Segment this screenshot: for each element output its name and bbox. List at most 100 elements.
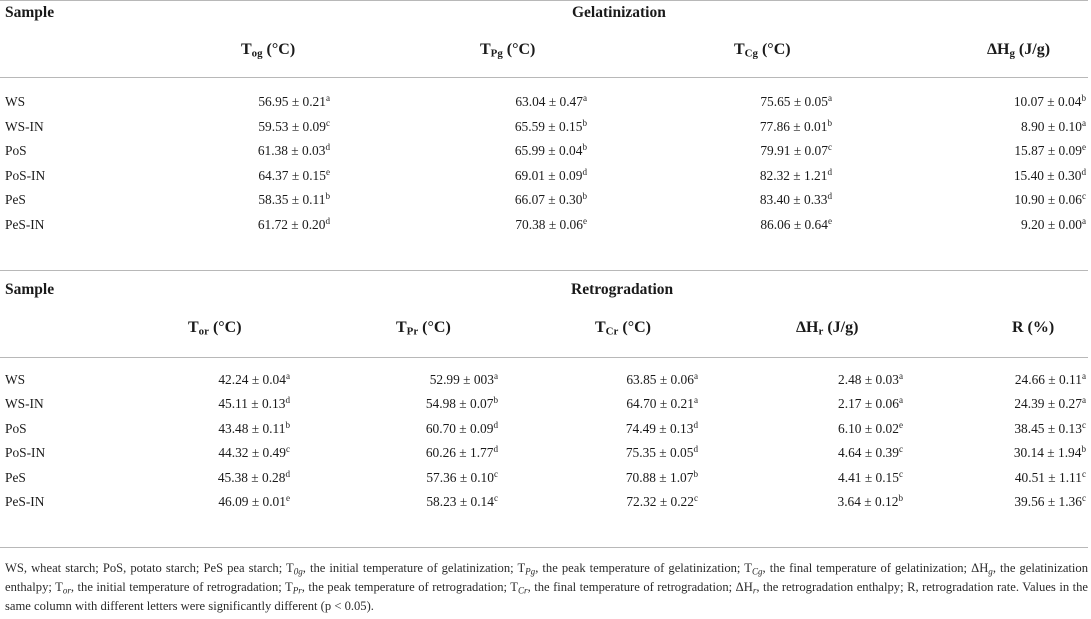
significance-letter: b <box>582 142 587 153</box>
significance-letter: c <box>493 468 498 479</box>
retro-col-header-r: R (%) <box>1012 319 1055 336</box>
value-text: 4.41 ± 0.15 <box>838 469 899 485</box>
significance-letter: b <box>1081 444 1086 455</box>
significance-letter: c <box>1081 468 1086 479</box>
value-text: 65.59 ± 0.15 <box>514 118 583 134</box>
significance-letter: d <box>325 216 330 226</box>
retro-section-title: Retrogradation <box>571 281 674 298</box>
retro-value-cell: 30.14 ± 1.94b <box>1014 445 1086 461</box>
gel-value-cell: 15.87 ± 0.09e <box>1014 143 1086 159</box>
significance-letter: c <box>285 444 290 455</box>
value-text: 70.88 ± 1.07 <box>625 469 694 485</box>
significance-letter: e <box>285 493 290 503</box>
value-text: 60.70 ± 0.09 <box>425 420 494 436</box>
significance-letter: d <box>285 395 290 406</box>
retro-col-header-tor: Tor (°C) <box>188 319 242 338</box>
significance-letter: c <box>493 493 498 503</box>
retro-value-cell: 64.70 ± 0.21a <box>626 396 698 412</box>
gel-value-cell: 59.53 ± 0.09c <box>258 118 330 135</box>
gel-value-cell: 61.38 ± 0.03d <box>258 143 330 159</box>
retro-value-cell: 46.09 ± 0.01e <box>218 493 290 510</box>
significance-letter: d <box>285 468 290 479</box>
significance-letter: c <box>898 468 903 479</box>
value-text: 61.38 ± 0.03 <box>257 143 326 159</box>
gel-value-cell: 65.59 ± 0.15b <box>514 118 587 135</box>
value-text: 44.32 ± 0.49 <box>218 445 286 461</box>
retro-sample-cell: PeS-IN <box>5 494 45 509</box>
value-text: 46.09 ± 0.01 <box>218 494 286 509</box>
significance-letter: b <box>582 191 587 202</box>
gel-sample-cell: WS <box>5 94 26 109</box>
gel-sample-cell: PeS <box>5 192 26 208</box>
gel-value-cell: 56.95 ± 0.21a <box>258 93 330 110</box>
gel-sample-cell: PoS-IN <box>5 167 46 183</box>
significance-letter: d <box>1081 166 1086 177</box>
retro-value-cell: 44.32 ± 0.49c <box>218 445 290 461</box>
value-text: 58.35 ± 0.11 <box>258 192 326 208</box>
value-text: 30.14 ± 1.94 <box>1013 445 1082 461</box>
value-text: 86.06 ± 0.64 <box>760 217 828 232</box>
value-text: 38.45 ± 0.13 <box>1014 420 1082 436</box>
significance-letter: a <box>1081 395 1086 406</box>
value-text: 70.38 ± 0.06 <box>515 217 583 232</box>
gel-value-cell: 86.06 ± 0.64e <box>760 216 832 233</box>
significance-letter: d <box>325 142 330 153</box>
value-text: 56.95 ± 0.21 <box>258 94 326 109</box>
gel-value-cell: 10.07 ± 0.04b <box>1014 93 1086 110</box>
value-text: 60.26 ± 1.77 <box>425 445 494 461</box>
value-text: 58.23 ± 0.14 <box>426 494 494 509</box>
gel-value-cell: 10.90 ± 0.06c <box>1014 192 1086 208</box>
retro-value-cell: 42.24 ± 0.04a <box>218 371 290 388</box>
significance-letter: d <box>582 166 587 177</box>
retro-sample-cell: WS-IN <box>5 396 44 412</box>
value-text: 9.20 ± 0.00 <box>1021 217 1082 232</box>
value-text: 6.10 ± 0.02 <box>838 420 899 436</box>
value-text: 75.35 ± 0.05 <box>625 445 694 461</box>
retro-value-cell: 4.64 ± 0.39c <box>838 445 903 461</box>
significance-letter: d <box>827 191 832 202</box>
value-text: 54.98 ± 0.07 <box>425 396 494 412</box>
value-text: 57.36 ± 0.10 <box>426 469 494 485</box>
value-text: 2.48 ± 0.03 <box>838 372 899 387</box>
retro-col-header-tcr: TCr (°C) <box>595 319 651 338</box>
retro-value-cell: 60.26 ± 1.77d <box>426 445 498 461</box>
retro-value-cell: 2.48 ± 0.03a <box>838 371 903 388</box>
significance-letter: a <box>1081 117 1086 128</box>
value-text: 64.37 ± 0.15 <box>258 167 326 183</box>
retro-value-cell: 39.56 ± 1.36c <box>1014 493 1086 510</box>
retro-sample-cell: PoS <box>5 420 27 436</box>
value-text: 10.90 ± 0.06 <box>1014 192 1082 208</box>
retro-value-cell: 54.98 ± 0.07b <box>426 396 498 412</box>
significance-letter: e <box>827 216 832 226</box>
gel-value-cell: 69.01 ± 0.09d <box>514 166 587 184</box>
significance-letter: a <box>285 371 290 381</box>
retro-value-cell: 57.36 ± 0.10c <box>426 468 498 486</box>
retro-value-cell: 3.64 ± 0.12b <box>838 493 903 510</box>
gel-value-cell: 9.20 ± 0.00a <box>1021 216 1086 233</box>
value-text: 61.72 ± 0.20 <box>257 217 326 232</box>
significance-letter: d <box>493 444 498 455</box>
significance-letter: c <box>827 142 832 153</box>
gel-header-rule <box>0 77 1088 78</box>
significance-letter: b <box>493 395 498 406</box>
gel-value-cell: 63.04 ± 0.47a <box>515 93 587 110</box>
value-text: 77.86 ± 0.01 <box>759 118 828 134</box>
value-text: 43.48 ± 0.11 <box>218 420 286 436</box>
value-text: 69.01 ± 0.09 <box>514 167 583 183</box>
value-text: 63.04 ± 0.47 <box>515 94 583 109</box>
gel-sample-header: Sample <box>5 4 55 21</box>
value-text: 39.56 ± 1.36 <box>1014 494 1082 509</box>
gel-col-header-tog: Tog (°C) <box>241 41 296 60</box>
retro-sample-cell: PeS <box>5 469 26 485</box>
table-top-rule <box>0 0 1088 1</box>
retro-value-cell: 60.70 ± 0.09d <box>425 420 498 437</box>
retro-header-rule <box>0 357 1088 358</box>
significance-letter: a <box>325 93 330 103</box>
retro-value-cell: 43.48 ± 0.11b <box>218 420 290 437</box>
retro-sample-cell: PoS-IN <box>5 445 46 461</box>
retro-col-header-tpr: TPr (°C) <box>396 319 451 338</box>
significance-letter: c <box>898 444 903 455</box>
retro-col-header-dhr: ΔHr (J/g) <box>796 319 859 338</box>
table-bottom-rule <box>0 547 1088 548</box>
retro-value-cell: 70.88 ± 1.07b <box>625 469 698 486</box>
